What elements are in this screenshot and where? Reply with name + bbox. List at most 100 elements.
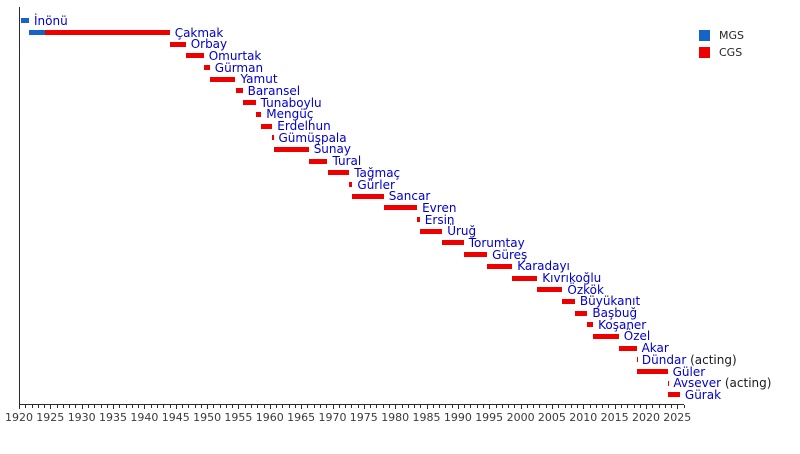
person-label: Kıvrıkoğlu [542, 271, 601, 285]
x-major-tick [19, 405, 20, 409]
x-minor-tick [94, 405, 96, 408]
x-minor-tick [501, 405, 503, 408]
person-name: Yamut [240, 72, 278, 87]
x-tick-label: 2015 [600, 411, 629, 424]
person-label: Avsever (acting) [673, 376, 771, 390]
tenure-bar-mgs [21, 18, 29, 24]
person-label: Güler [673, 365, 706, 379]
tenure-bar-cgs [636, 357, 638, 363]
x-major-tick [457, 405, 459, 409]
x-minor-tick [445, 405, 447, 408]
person-label: Büyükanıt [580, 294, 640, 308]
x-minor-tick [119, 405, 121, 408]
x-minor-tick [25, 405, 27, 408]
person-name: Mengüç [266, 107, 314, 122]
person-name: Erdelhun [277, 119, 331, 133]
x-major-tick [426, 405, 428, 409]
tenure-bar-cgs [235, 88, 243, 94]
x-minor-tick [589, 405, 591, 408]
x-major-tick [551, 405, 553, 409]
tenure-bar-cgs [383, 205, 418, 211]
x-tick-label: 2010 [569, 411, 598, 424]
x-major-tick [677, 405, 679, 409]
person-label: Gürman [215, 61, 263, 75]
person-name: Sunay [313, 142, 351, 157]
x-major-tick [520, 405, 522, 409]
tenure-bar-cgs [327, 170, 350, 176]
x-minor-tick [320, 405, 321, 408]
x-minor-tick [138, 405, 140, 408]
x-minor-tick [595, 405, 597, 408]
person-label: Gürler [357, 178, 395, 192]
person-label: Başbuğ [592, 306, 637, 320]
x-minor-tick [313, 405, 315, 408]
person-name: Özel [623, 329, 651, 344]
person-label: Dündar (acting) [642, 353, 737, 367]
tenure-bar-cgs [537, 287, 563, 293]
tenure-bar-cgs [574, 310, 588, 316]
x-minor-tick [345, 405, 346, 408]
person-label: Karadayı [517, 259, 570, 273]
person-label: Gürak [685, 388, 721, 402]
person-label: Evren [422, 201, 456, 215]
tenure-bar-cgs [667, 380, 669, 386]
person-name: İnönü [34, 13, 68, 28]
person-name: Güler [672, 364, 706, 379]
person-name: Sancar [388, 189, 431, 204]
person-name: Gümüşpala [278, 130, 347, 145]
x-tick-label: 1990 [443, 411, 472, 424]
person-label: Gümüşpala [279, 131, 347, 145]
person-name: Gürman [214, 60, 264, 75]
x-minor-tick [608, 405, 610, 408]
x-minor-tick [131, 405, 133, 408]
acting-suffix: (acting) [721, 376, 772, 391]
x-minor-tick [545, 405, 547, 408]
tenure-bar-cgs [636, 369, 668, 374]
person-label: Mengüç [266, 107, 313, 121]
x-minor-tick [263, 405, 265, 408]
legend-item-mgs: MGS [699, 27, 744, 44]
x-minor-tick [276, 405, 278, 408]
x-minor-tick [652, 405, 654, 408]
x-minor-tick [282, 405, 284, 408]
x-minor-tick [671, 405, 673, 408]
person-name: Çakmak [174, 25, 224, 40]
x-minor-tick [169, 405, 171, 408]
legend-item-cgs: CGS [699, 44, 744, 61]
x-major-tick [646, 405, 647, 409]
x-minor-tick [483, 405, 484, 408]
tenure-bar-cgs [255, 111, 262, 117]
x-minor-tick [370, 405, 372, 408]
x-minor-tick [627, 405, 629, 408]
x-minor-tick [664, 405, 666, 408]
x-major-tick [332, 405, 334, 409]
x-minor-tick [570, 405, 572, 408]
person-name: Dündar [641, 352, 687, 367]
x-minor-tick [514, 405, 516, 408]
person-name: Baransel [247, 83, 301, 98]
x-minor-tick [56, 405, 58, 408]
x-minor-tick [37, 405, 39, 408]
person-name: Büyükanıt [579, 294, 641, 309]
x-minor-tick [351, 405, 353, 408]
x-minor-tick [633, 405, 635, 408]
person-name: Gürak [684, 387, 722, 402]
x-minor-tick [244, 405, 246, 408]
x-axis-line [19, 404, 684, 405]
x-minor-tick [31, 405, 33, 408]
x-minor-tick [464, 405, 466, 408]
x-major-tick [113, 405, 114, 409]
x-minor-tick [577, 405, 578, 408]
x-major-tick [238, 405, 240, 409]
x-major-tick [269, 405, 271, 409]
person-label: Tunaboylu [261, 96, 322, 110]
person-label: Orbay [191, 37, 227, 51]
person-label: Özkök [567, 283, 604, 297]
tenure-bar-cgs [273, 146, 309, 152]
y-axis-spine [19, 7, 20, 404]
x-major-tick [614, 405, 616, 409]
x-minor-tick [414, 405, 415, 408]
tenure-bar-cgs [442, 240, 464, 246]
tenure-bar-cgs [562, 298, 575, 304]
person-name: Evren [422, 200, 457, 215]
